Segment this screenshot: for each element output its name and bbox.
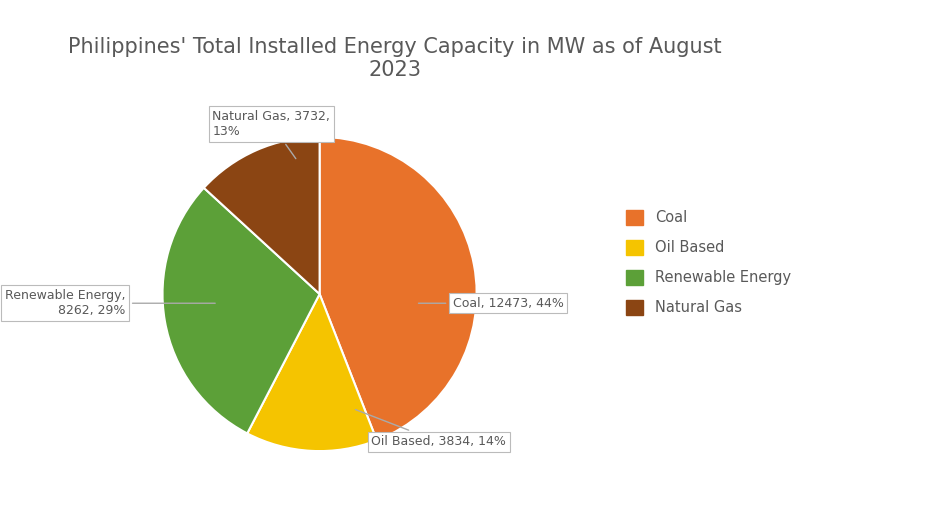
- Text: Renewable Energy,
8262, 29%: Renewable Energy, 8262, 29%: [5, 289, 215, 317]
- Text: Coal, 12473, 44%: Coal, 12473, 44%: [418, 297, 564, 310]
- Wedge shape: [320, 137, 477, 440]
- Text: Philippines' Total Installed Energy Capacity in MW as of August
2023: Philippines' Total Installed Energy Capa…: [68, 37, 722, 80]
- Text: Natural Gas, 3732,
13%: Natural Gas, 3732, 13%: [212, 110, 330, 159]
- Wedge shape: [204, 137, 320, 294]
- Wedge shape: [247, 294, 377, 451]
- Legend: Coal, Oil Based, Renewable Energy, Natural Gas: Coal, Oil Based, Renewable Energy, Natur…: [619, 203, 798, 322]
- Text: Oil Based, 3834, 14%: Oil Based, 3834, 14%: [355, 410, 507, 448]
- Wedge shape: [163, 188, 320, 434]
